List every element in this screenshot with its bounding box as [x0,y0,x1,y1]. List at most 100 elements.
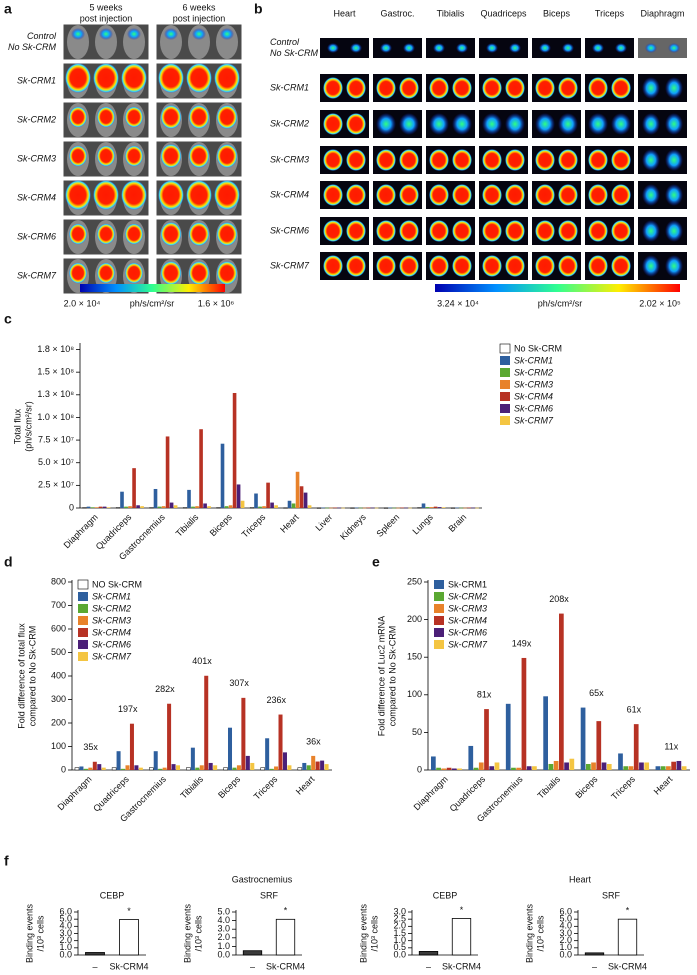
organ-image [638,38,687,58]
bar [111,767,117,771]
legend-label: Sk-CRM4 [448,615,487,625]
signal [535,220,555,242]
bar [208,762,213,770]
signal [665,184,683,206]
legend-swatch [434,604,444,613]
bar [260,767,265,771]
bar [241,697,246,770]
bar [240,500,245,508]
bar [455,507,459,509]
signal [214,180,240,210]
bar [425,507,430,508]
legend-label: Sk-CRM7 [92,651,132,661]
y-tick-label: 6.0 [559,906,572,916]
bar [676,760,682,770]
bar [186,767,191,771]
x-tick-label: Heart [278,512,301,535]
y-tick-label: 400 [51,670,66,680]
signal [127,28,141,40]
signal [323,149,343,171]
bar [475,507,479,509]
x-tick-label: Diaphragm [55,774,93,812]
legend-label: Sk-CRM2 [92,603,131,613]
bar [302,762,307,770]
signal [482,255,502,277]
bar [224,506,229,508]
bar [451,768,457,770]
bar [311,755,316,770]
bar [584,952,605,956]
bar [190,747,195,770]
legend-label: Sk-CRM4 [514,391,553,401]
bar [429,507,434,508]
x-tick-label: – [92,961,97,971]
signal [403,43,415,53]
bar [404,507,408,509]
bar [169,502,174,508]
bar [623,766,629,770]
signal [65,63,91,93]
y-tick-label: 500 [51,647,66,657]
bar [543,696,548,770]
bar [220,443,225,508]
column-header: Biceps [543,8,571,18]
colorbar-min: 3.24 × 10⁴ [437,298,479,308]
organ-image [585,38,634,58]
legend-swatch [78,592,88,601]
bar [162,767,167,770]
signal [376,113,396,135]
signal [160,222,182,246]
y-tick-label: 250 [407,576,422,586]
annotation: 236x [267,695,287,705]
column-header: Diaphragm [640,8,684,18]
bar [521,657,527,770]
x-tick-label: Quadriceps [448,774,488,814]
x-tick-label: Liver [313,512,334,533]
annotation: 35x [83,742,98,752]
signal [558,149,578,171]
panel-letter: f [4,853,9,869]
group-title: Gastrocnemius [232,874,293,884]
bar [283,507,288,509]
bar [297,767,303,771]
bar [295,471,300,508]
y-axis-label: Binding events [24,903,34,963]
x-tick-label: Tibialis [174,512,201,539]
bar [195,767,200,770]
bar [354,507,359,509]
x-tick-label: Biceps [208,512,235,539]
row-label: Sk-CRM7 [270,260,310,270]
signal [665,220,683,242]
legend-label: Sk-CRM1 [448,579,487,589]
bar [138,767,143,770]
signal [216,222,238,246]
bar [655,766,661,770]
bar [136,505,140,508]
signal [482,184,502,206]
signal [588,255,608,277]
signal [68,106,88,128]
signal [158,180,184,210]
bar [102,506,107,508]
bar [116,751,121,770]
bar [299,486,304,508]
y-tick-label: 600 [51,623,66,633]
annotation: 307x [229,678,249,688]
group-title: Heart [569,874,592,884]
y-tick-label: 200 [51,717,66,727]
signal [642,77,660,99]
annotation: 11x [664,741,678,751]
signal [399,255,419,277]
signal [216,105,238,129]
y-tick-label: 3.0 [393,906,406,916]
bar [245,755,250,770]
legend-label: NO Sk-CRM [92,579,142,589]
y-tick-label: 2.0 [59,935,72,945]
signal [665,149,683,171]
bar [88,767,93,770]
bar [228,727,233,770]
y-tick-label: 4.0 [559,921,572,931]
signal [216,144,238,168]
signal [505,184,525,206]
legend-swatch [78,652,88,661]
